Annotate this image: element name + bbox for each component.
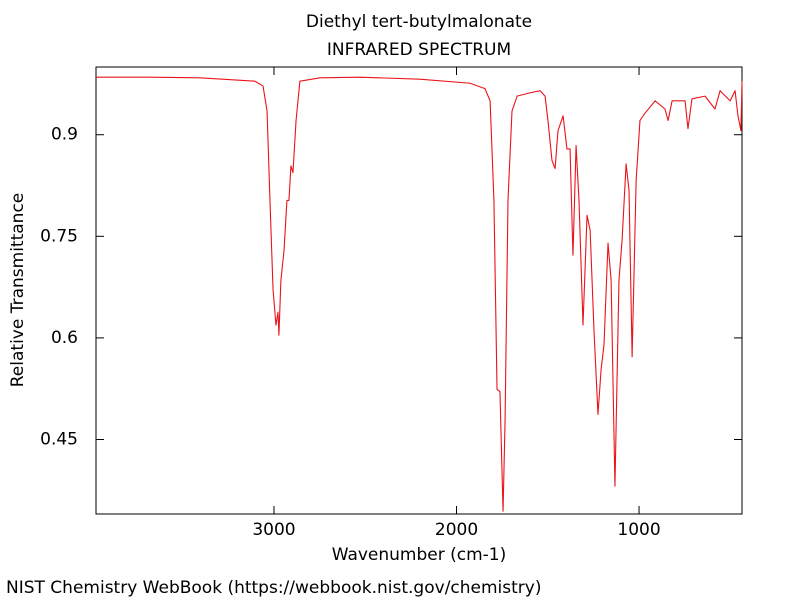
x-tick-label: 1000 <box>617 520 660 540</box>
y-tick-label: 0.9 <box>51 125 78 145</box>
plot-frame <box>95 66 743 515</box>
spectrum-line <box>96 76 743 512</box>
chart-subtitle: INFRARED SPECTRUM <box>327 40 511 60</box>
y-tick-label: 0.75 <box>40 226 78 246</box>
y-tick-label: 0.6 <box>51 328 78 348</box>
chart-title: Diethyl tert-butylmalonate <box>306 12 532 32</box>
x-axis-label: Wavenumber (cm-1) <box>332 545 507 565</box>
y-tick-label: 0.45 <box>40 430 78 450</box>
source-note: NIST Chemistry WebBook (https://webbook.… <box>6 578 541 598</box>
x-tick-label: 2000 <box>435 520 478 540</box>
x-tick-label: 3000 <box>252 520 295 540</box>
y-axis-label: Relative Transmittance <box>8 193 28 388</box>
